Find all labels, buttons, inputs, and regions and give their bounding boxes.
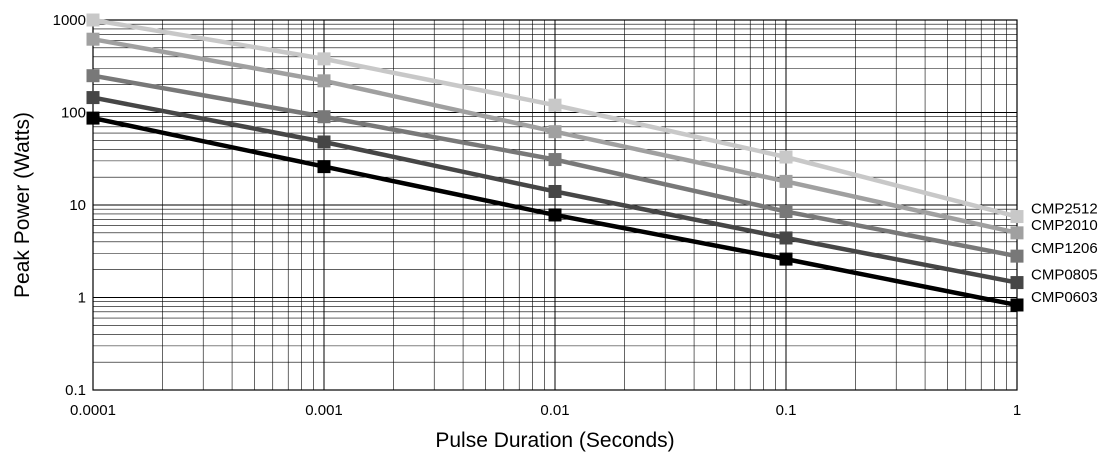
legend-label-cmp2010: CMP2010 [1031, 217, 1098, 234]
data-point-cmp0603 [86, 111, 100, 125]
legend-label-cmp0603: CMP0603 [1031, 289, 1098, 306]
series-cmp2512 [86, 13, 1024, 224]
data-point-cmp1206 [548, 153, 562, 167]
series-cmp2010 [86, 32, 1024, 240]
data-point-cmp0603 [548, 208, 562, 222]
data-point-cmp0805 [317, 135, 331, 149]
data-point-cmp2010 [317, 74, 331, 88]
data-point-cmp0603 [1010, 298, 1024, 312]
data-point-cmp2010 [779, 174, 793, 188]
data-point-cmp0805 [779, 231, 793, 245]
data-point-cmp2010 [86, 32, 100, 46]
series-cmp0603 [86, 111, 1024, 312]
x-tick-label: 1 [1013, 402, 1021, 419]
data-point-cmp2010 [548, 125, 562, 139]
y-tick-label: 10 [69, 197, 86, 214]
data-point-cmp0805 [1010, 276, 1024, 290]
data-point-cmp1206 [1010, 249, 1024, 263]
data-point-cmp2512 [317, 52, 331, 66]
x-tick-label: 0.1 [776, 402, 797, 419]
grid [92, 19, 1018, 391]
series-cmp1206 [86, 69, 1024, 263]
data-point-cmp0603 [317, 160, 331, 174]
x-tick-labels: 0.0001 0.001 0.01 0.1 1 [70, 402, 1021, 419]
series-cmp0805 [86, 91, 1024, 290]
data-point-cmp2512 [779, 150, 793, 164]
x-tick-label: 0.0001 [70, 402, 116, 419]
data-point-cmp2512 [86, 13, 100, 27]
y-tick-labels: 0.1 1 10 100 1000 [53, 12, 86, 399]
legend-label-cmp0805: CMP0805 [1031, 267, 1098, 284]
legend-label-cmp1206: CMP1206 [1031, 240, 1098, 257]
legend-label-cmp2512: CMP2512 [1031, 201, 1098, 218]
data-point-cmp0603 [779, 252, 793, 266]
data-point-cmp0805 [86, 91, 100, 105]
y-tick-label: 1000 [53, 12, 86, 29]
data-point-cmp2512 [548, 98, 562, 112]
data-point-cmp2010 [1010, 226, 1024, 240]
data-point-cmp0805 [548, 184, 562, 198]
y-tick-label: 100 [61, 105, 86, 122]
x-tick-label: 0.001 [305, 402, 343, 419]
data-point-cmp1206 [86, 69, 100, 83]
data-point-cmp2512 [1010, 210, 1024, 224]
y-tick-label: 0.1 [65, 382, 86, 399]
x-axis-title: Pulse Duration (Seconds) [435, 429, 674, 452]
series-group [86, 13, 1024, 312]
data-point-cmp1206 [779, 205, 793, 219]
data-point-cmp1206 [317, 110, 331, 124]
x-tick-label: 0.01 [540, 402, 569, 419]
y-tick-label: 1 [78, 290, 86, 307]
plot-frame [92, 19, 1018, 391]
y-axis-title: Peak Power (Watts) [11, 112, 34, 298]
